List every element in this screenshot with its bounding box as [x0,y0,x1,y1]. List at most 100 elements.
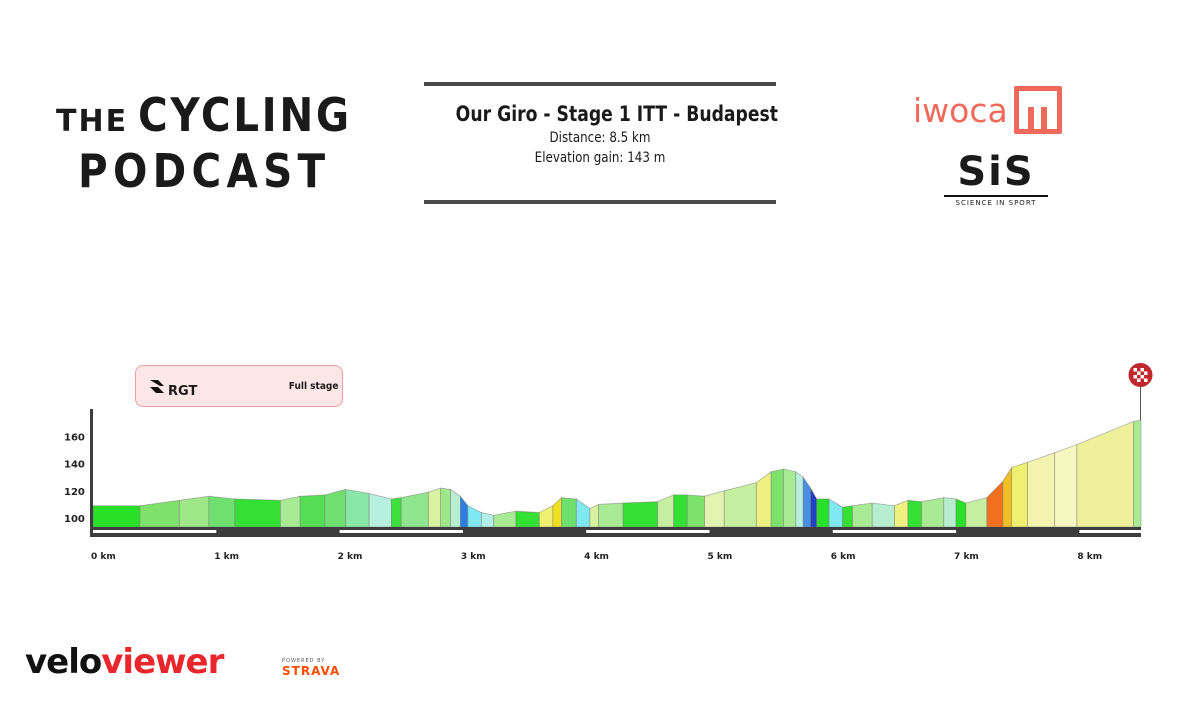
profile-segment [1133,419,1142,528]
flag-check [1140,368,1144,372]
strava-powered-by: POWERED BY [282,658,326,664]
x-tick-label: 8 km [1077,552,1102,562]
veloviewer-word-viewer: viewer [101,642,224,682]
profile-segment [943,497,957,528]
x-tick-label: 1 km [214,552,239,562]
strava-wordmark: STRAVA [282,664,341,678]
profile-segment [704,490,725,528]
rgt-wordmark: RGT [168,384,198,399]
km-stripe [832,530,957,533]
iwoca-wordmark: iwoca [913,90,1008,130]
finish-marker [1128,363,1153,421]
profile-segment [1002,466,1012,528]
y-axis: 100 120 140 160 [64,409,93,537]
flag-check [1133,368,1137,372]
badge-label: Full stage [288,381,339,392]
y-tick-label: 160 [64,432,85,443]
profile-segment [493,510,517,528]
km-stripe [339,530,463,533]
profile-segment [783,468,797,528]
profile-segment [1054,443,1078,528]
flag-check [1144,371,1148,375]
profile-segment [552,496,562,528]
x-tick-label: 7 km [954,552,979,562]
profile-segment [460,495,469,528]
stage-distance: Distance: 8.5 km [549,130,651,146]
flag-check [1140,375,1144,379]
x-tick-label: 6 km [831,552,856,562]
rgt-logo-icon [150,380,164,393]
profile-segment [400,491,429,528]
sis-tagline: SCIENCE IN SPORT [955,199,1037,207]
flag-check [1137,378,1141,382]
profile-segment [467,505,482,528]
profile-segment [324,488,347,528]
stage-title: Our Giro - Stage 1 ITT - Budapest [455,102,779,126]
profile-segment [755,470,772,528]
x-axis: 0 km 1 km 2 km 3 km 4 km 5 km 6 km 7 km 8 km [91,527,1141,562]
profile-segment [921,497,945,528]
profile-segment [795,470,804,528]
profile-segment [955,498,967,528]
profile-segments [92,419,1142,528]
profile-segment [480,512,495,528]
flag-check [1133,375,1137,379]
profile-segment [440,487,451,528]
profile-segment [816,498,830,528]
profile-segment [299,494,326,528]
sis-wordmark: SiS [957,149,1035,195]
profile-segment [894,499,909,528]
km-stripe [586,530,710,533]
profile-segment [280,495,301,528]
profile-segment [178,495,210,528]
profile-segment [139,499,180,528]
y-tick-label: 120 [64,487,85,498]
profile-segment [450,488,461,528]
profile-segment [1027,452,1056,528]
logo-word-the: THE [56,104,129,139]
profile-segment [673,494,688,528]
profile-segment [390,497,402,528]
profile-segment [538,505,554,528]
x-tick-label: 0 km [91,552,116,562]
x-tick-label: 4 km [584,552,609,562]
x-tick-label: 2 km [338,552,363,562]
iwoca-mark-icon [1013,86,1062,134]
profile-segment [852,502,873,528]
veloviewer-logo: veloviewer [25,642,224,682]
flag-check [1144,378,1148,382]
profile-segment [427,487,442,528]
logo-word-cycling: CYCLING [138,88,352,142]
y-tick-label: 140 [64,460,85,471]
logo-word-podcast: PODCAST [78,144,331,198]
profile-segment [234,498,281,528]
y-axis-line [90,409,93,537]
profile-segment [965,497,988,528]
profile-segment [770,468,784,528]
flag-check [1137,371,1141,375]
profile-segment [657,494,675,528]
profile-segment [842,505,853,528]
profile-segment [208,495,236,528]
sis-logo: SiS SCIENCE IN SPORT [944,150,1048,207]
profile-segment [986,480,1004,528]
profile-segment [802,475,811,528]
km-stripe [1079,530,1141,533]
profile-segment [515,510,540,528]
x-tick-label: 5 km [707,552,732,562]
profile-segment [561,497,577,528]
rgt-stage-badge: RGT Full stage [135,365,343,407]
cycling-podcast-logo: THE CYCLING PODCAST [56,88,349,198]
profile-segment [828,498,844,528]
profile-segment [1011,461,1028,528]
profile-segment [907,499,922,528]
iwoca-logo: iwoca [913,84,1062,136]
profile-segment [589,503,599,528]
profile-segment [345,488,370,528]
km-stripe [93,530,217,533]
profile-segment [1076,420,1135,528]
profile-segment [92,505,141,528]
y-tick-label: 100 [64,514,85,525]
profile-segment [871,502,895,528]
